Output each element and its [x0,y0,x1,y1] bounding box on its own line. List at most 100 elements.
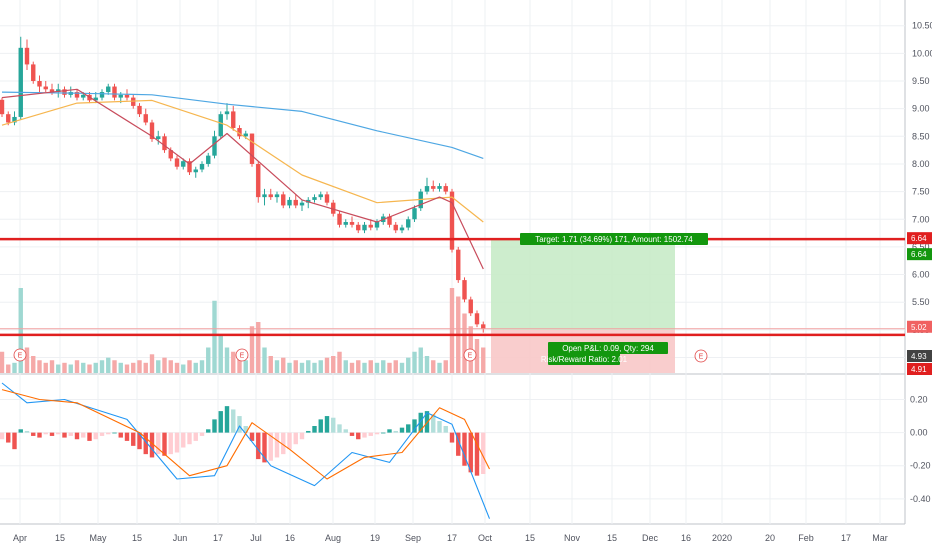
volume-bar [431,360,436,373]
candle-body [324,194,330,203]
candle-body [56,89,61,93]
price-tick-label: 10.50 [912,21,932,31]
volume-bar [93,362,98,373]
target-label-bg [520,233,708,245]
time-tick-label: Apr [13,533,27,543]
price-tick-label: 8.50 [912,131,930,141]
volume-bar [174,362,180,373]
macd-histogram-bar [137,432,142,450]
volume-bar [374,362,380,373]
macd-tick-label: -0.20 [910,461,931,471]
candle-body [199,163,205,170]
volume-bar [412,351,417,373]
candle-body [156,136,161,140]
macd-histogram-bar [224,406,230,433]
macd-histogram-bar [274,432,280,458]
volume-bar [387,362,392,373]
volume-bar [193,362,198,373]
macd-histogram-bar [243,426,248,433]
volume-bar [81,362,86,373]
macd-histogram-bar [56,432,61,435]
macd-histogram-bar [187,432,192,445]
volume-bar [18,288,23,373]
macd-histogram-bar [256,432,261,460]
candle-body [93,97,98,101]
volume-bar [68,364,73,373]
candle-body [193,169,198,173]
candle-body [462,280,467,300]
candle-body [312,197,317,200]
earnings-marker-label: E [699,354,704,361]
macd-histogram-bar [368,432,373,436]
candle-body [331,202,336,214]
macd-histogram-bar [93,432,98,440]
volume-bar [462,313,467,373]
macd-histogram-bar [74,432,80,440]
volume-bar [199,360,205,373]
volume-bar [306,360,311,373]
time-tick-label: 17 [841,533,851,543]
macd-histogram-bar [106,432,111,435]
macd-histogram-bar [262,432,267,463]
volume-bar [118,362,123,373]
time-tick-label: 15 [607,533,617,543]
candle-body [349,222,355,225]
volume-bar [287,362,292,373]
volume-bar [149,354,155,373]
macd-histogram-bar [418,412,423,433]
macd-histogram-bar [112,432,117,434]
candle-body [412,208,417,220]
volume-bar [256,322,261,373]
macd-histogram-bar [49,432,55,436]
candle-body [281,194,286,206]
price-tick-label: 6.00 [912,270,930,280]
volume-bar [106,357,111,373]
candle-body [249,133,255,164]
macd-histogram-bar [149,432,155,458]
earnings-marker [13,348,27,362]
candle-body [406,219,411,228]
candle-body [224,111,230,115]
volume-bar [268,356,273,373]
macd-histogram-bar [343,429,348,433]
macd-histogram-bar [118,432,123,438]
time-tick-label: 17 [447,533,457,543]
earnings-marker-label: E [468,353,473,360]
macd-histogram-bar [449,432,455,443]
volume-bar [368,360,373,373]
volume-bar [206,347,211,373]
volume-bar [243,360,248,373]
candle-body [399,227,405,231]
candle-body [362,224,367,231]
macd-histogram-bar [474,432,480,476]
volume-bar [212,300,217,373]
macd-histogram-bar [124,432,130,441]
volume-bar [218,334,223,373]
volume-bar [331,356,336,373]
macd-histogram-bar [356,432,361,440]
position-labels: 6.64 6.64 5.02 4.93 4.91 Target: 1.71 (34.69%… [520,232,932,375]
open-pnl-label-bg [548,342,668,354]
macd-histogram-bar [287,432,292,450]
volume-bar [262,347,267,373]
macd-histogram-bar [43,432,48,435]
volume-bar [381,360,386,373]
volume-bar [337,351,342,373]
candle-body [431,186,436,189]
volume-bar [274,360,280,373]
volume-bar [6,364,11,373]
price-tag-target: 6.64 [911,250,927,259]
candle-body [368,224,373,228]
macd-histogram-bar [31,432,36,436]
macd-histogram-bar [206,429,211,433]
time-tick-label: 15 [55,533,65,543]
macd-histogram-bar [387,429,392,433]
candle-body [187,161,192,173]
macd-histogram-bar [281,432,286,455]
candle-body [43,86,48,90]
candle-body [293,199,298,206]
price-tag-upper: 6.64 [911,234,927,243]
